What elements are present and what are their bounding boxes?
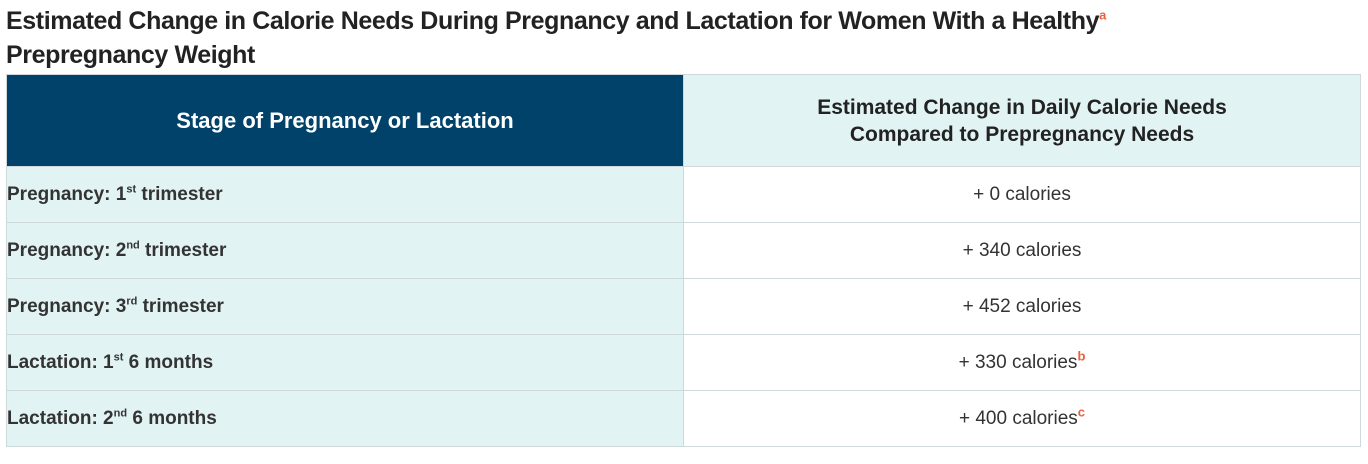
value-text: + 452 calories <box>962 295 1082 317</box>
table-row: Lactation: 2nd 6 months + 400 caloriesc <box>6 390 1361 447</box>
stage-cell: Pregnancy: 1st trimester <box>6 166 684 223</box>
stage-ordinal: st <box>113 351 124 364</box>
title-line1: Estimated Change in Calorie Needs During… <box>6 7 1100 35</box>
stage-text: Lactation: 1 <box>7 351 114 373</box>
stage-ordinal: st <box>126 183 137 196</box>
stage-ordinal: nd <box>126 239 140 252</box>
value-cell: + 400 caloriesc <box>683 390 1361 447</box>
calorie-needs-table: Stage of Pregnancy or Lactation Estimate… <box>6 74 1361 447</box>
stage-text: Pregnancy: 1 <box>7 183 127 205</box>
stage-text: Pregnancy: 3 <box>7 295 127 317</box>
value-text: + 0 calories <box>973 183 1071 205</box>
stage-cell: Lactation: 2nd 6 months <box>6 390 684 447</box>
title-footnote-marker[interactable]: a <box>1099 7 1106 23</box>
value-cell: + 340 calories <box>683 222 1361 279</box>
value-text: + 330 calories <box>958 351 1078 373</box>
value-cell: + 0 calories <box>683 166 1361 223</box>
value-footnote-marker[interactable]: c <box>1077 404 1086 420</box>
header-stage: Stage of Pregnancy or Lactation <box>6 74 684 167</box>
value-cell: + 452 calories <box>683 278 1361 335</box>
table-row: Pregnancy: 1st trimester + 0 calories <box>6 166 1361 223</box>
stage-suffix: trimester <box>139 239 227 261</box>
stage-cell: Lactation: 1st 6 months <box>6 334 684 391</box>
value-cell: + 330 caloriesb <box>683 334 1361 391</box>
value-footnote-marker[interactable]: b <box>1077 348 1086 364</box>
stage-text: Pregnancy: 2 <box>7 239 127 261</box>
value-text: + 400 calories <box>958 407 1078 429</box>
stage-ordinal: nd <box>113 407 128 420</box>
stage-suffix: trimester <box>137 295 224 317</box>
stage-cell: Pregnancy: 2nd trimester <box>6 222 684 279</box>
header-calorie-change-line1: Estimated Change in Daily Calorie Needs <box>817 95 1227 119</box>
header-calorie-change-line2: Compared to Prepregnancy Needs <box>849 122 1195 146</box>
table-row: Pregnancy: 3rd trimester + 452 calories <box>6 278 1361 335</box>
stage-cell: Pregnancy: 3rd trimester <box>6 278 684 335</box>
stage-suffix: 6 months <box>127 407 217 429</box>
stage-suffix: trimester <box>136 183 223 205</box>
stage-ordinal: rd <box>126 295 138 308</box>
stage-text: Lactation: 2 <box>7 407 114 429</box>
title-line2: Prepregnancy Weight <box>6 41 255 69</box>
header-row: Stage of Pregnancy or Lactation Estimate… <box>6 74 1361 167</box>
table-title: Estimated Change in Calorie Needs During… <box>6 4 1346 72</box>
header-calorie-change: Estimated Change in Daily Calorie Needs … <box>683 74 1361 167</box>
table-row: Pregnancy: 2nd trimester + 340 calories <box>6 222 1361 279</box>
table-row: Lactation: 1st 6 months + 330 caloriesb <box>6 334 1361 391</box>
stage-suffix: 6 months <box>123 351 214 373</box>
value-text: + 340 calories <box>962 239 1082 261</box>
